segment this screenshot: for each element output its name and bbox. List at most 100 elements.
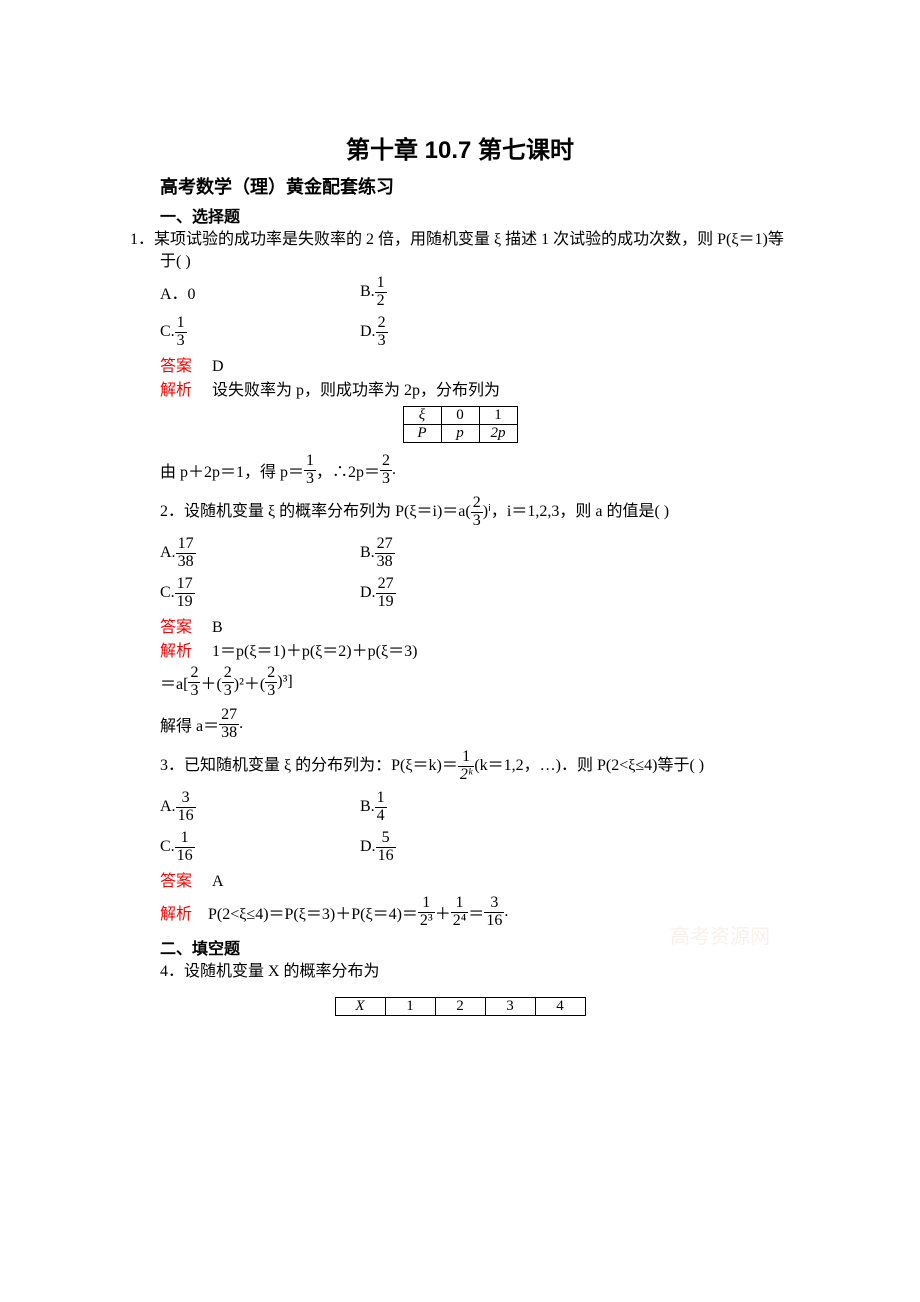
q2-prompt: 2．设随机变量 ξ 的概率分布列为 P(ξ＝i)＝a( 23 )ⁱ，i＝1,2,…	[160, 491, 790, 533]
q1-optB-num: 1	[375, 275, 387, 293]
q2-optB: B. 2738	[360, 533, 560, 573]
q2-explain-line1: 解析 1＝p(ξ＝1)＋p(ξ＝2)＋p(ξ＝3)	[160, 637, 790, 661]
q3-answer-line: 答案 A	[160, 867, 790, 891]
answer-label: 答案	[160, 873, 192, 890]
q2-answer-line: 答案 B	[160, 613, 790, 637]
frac-den: 38	[176, 554, 196, 571]
q1-answer: D	[212, 358, 224, 375]
q2-prompt-b: )ⁱ，i＝1,2,3，则 a 的值是( )	[483, 501, 669, 523]
frac-num: 17	[175, 576, 195, 594]
cell: 1	[385, 997, 435, 1015]
frac-den: 3	[380, 471, 392, 488]
frac-num: 17	[176, 536, 196, 554]
frac-num: 27	[219, 707, 239, 725]
cell: 1	[479, 407, 517, 425]
txt: 解得 a＝	[160, 712, 219, 736]
q1-optB-label: B.	[360, 283, 375, 301]
q1-optB-den: 2	[375, 293, 387, 310]
q1-conclusion: 由 p＋2p＝1，得 p＝ 13 ，∴2p＝ 23 .	[160, 449, 790, 491]
q1-concl-a: 由 p＋2p＝1，得 p＝	[160, 458, 304, 482]
txt: )²＋(	[234, 670, 265, 694]
txt: ＋	[435, 900, 451, 924]
frac-den: 3	[222, 683, 234, 700]
q3-optC: C. 116	[160, 827, 360, 867]
q2-options-row1: A. 1738 B. 2738	[160, 533, 790, 573]
frac-num: 1	[418, 895, 435, 913]
frac-num: 3	[484, 895, 504, 913]
q2-answer: B	[212, 619, 223, 636]
frac-num: 2	[222, 665, 234, 683]
opt-label: C.	[160, 838, 175, 856]
q1-optD-num: 2	[376, 315, 388, 333]
frac-num: 1	[304, 453, 316, 471]
page-title: 第十章 10.7 第七课时	[130, 130, 790, 165]
cell: p	[441, 425, 479, 443]
q3-optA: A. 316	[160, 787, 360, 827]
frac-den: 3	[304, 471, 316, 488]
section-choice: 一、选择题	[160, 203, 790, 227]
frac-den: 2⁴	[451, 913, 469, 930]
frac-den: 3	[188, 683, 200, 700]
table-row: ξ 0 1	[403, 407, 517, 425]
cell: 3	[485, 997, 535, 1015]
opt-label: D.	[360, 584, 376, 602]
opt-label: B.	[360, 798, 375, 816]
frac-num: 3	[176, 790, 196, 808]
frac-den: 38	[219, 725, 239, 742]
q1-optD-label: D.	[360, 323, 376, 341]
q1-optB: B. 12	[360, 272, 560, 312]
q2-explain-line2: ＝a[ 23 ＋( 23 )²＋( 23 )³]	[160, 661, 790, 703]
q1-answer-line: 答案 D	[160, 352, 790, 376]
frac-num: 1	[451, 895, 469, 913]
q1-optC-label: C.	[160, 323, 175, 341]
txt: .	[239, 715, 243, 733]
explain-label: 解析	[160, 643, 192, 660]
explain-label: 解析	[160, 900, 192, 924]
q2-e1: 1＝p(ξ＝1)＋p(ξ＝2)＋p(ξ＝3)	[212, 643, 417, 660]
q1-explain-line: 解析 设失败率为 p，则成功率为 2p，分布列为	[160, 376, 790, 400]
cell: X	[335, 997, 385, 1015]
q3-prompt-b: (k＝1,2，…)．则 P(2<ξ≤4)等于( )	[474, 755, 704, 777]
q3-prompt: 3．已知随机变量 ξ 的分布列为：P(ξ＝k)＝ 12ᵏ (k＝1,2，…)．则…	[130, 745, 790, 787]
q4-prompt: 4．设随机变量 X 的概率分布为	[160, 961, 790, 983]
cell: 4	[535, 997, 585, 1015]
q3-prompt-a: 3．已知随机变量 ξ 的分布列为：P(ξ＝k)＝	[160, 755, 458, 777]
q1-optA: A．0	[160, 272, 360, 312]
txt: P(2<ξ≤4)＝P(ξ＝3)＋P(ξ＝4)＝	[208, 900, 418, 924]
frac-den: 19	[175, 594, 195, 611]
q1-prompt: 1．某项试验的成功率是失败率的 2 倍，用随机变量 ξ 描述 1 次试验的成功次…	[160, 229, 790, 272]
frac-den: 16	[484, 913, 504, 930]
frac-den: 3	[265, 683, 277, 700]
q1-concl-b: ，∴2p＝	[316, 458, 380, 482]
table-row: X 1 2 3 4	[335, 997, 585, 1015]
q2-options-row2: C. 1719 D. 2719	[160, 573, 790, 613]
q3-options-row1: A. 316 B. 14	[160, 787, 790, 827]
frac-num: 1	[375, 790, 387, 808]
frac-den: 16	[175, 848, 195, 865]
q2-optA: A. 1738	[160, 533, 360, 573]
txt: ＋(	[200, 670, 221, 694]
q1-explain-pre: 设失败率为 p，则成功率为 2p，分布列为	[212, 382, 500, 399]
q3-optB: B. 14	[360, 787, 560, 827]
opt-label: C.	[160, 584, 175, 602]
q1-optC: C. 13	[160, 312, 360, 352]
q3-optD: D. 516	[360, 827, 560, 867]
frac-den: 16	[176, 808, 196, 825]
frac-den: 2ᵏ	[458, 767, 475, 784]
frac-num: 1	[458, 749, 475, 767]
q2-optC: C. 1719	[160, 573, 360, 613]
q2-prompt-a: 2．设随机变量 ξ 的概率分布列为 P(ξ＝i)＝a(	[160, 501, 471, 523]
explain-label: 解析	[160, 382, 192, 399]
opt-label: B.	[360, 544, 375, 562]
frac-den: 38	[375, 554, 395, 571]
q2-explain-line3: 解得 a＝ 2738 .	[160, 703, 790, 745]
txt: )³]	[277, 673, 292, 691]
q2-optD: D. 2719	[360, 573, 560, 613]
q3-options-row2: C. 116 D. 516	[160, 827, 790, 867]
cell: 0	[441, 407, 479, 425]
txt: ＝	[468, 900, 484, 924]
cell: ξ	[403, 407, 441, 425]
frac-num: 27	[376, 576, 396, 594]
frac-num: 27	[375, 536, 395, 554]
txt: .	[504, 903, 508, 921]
